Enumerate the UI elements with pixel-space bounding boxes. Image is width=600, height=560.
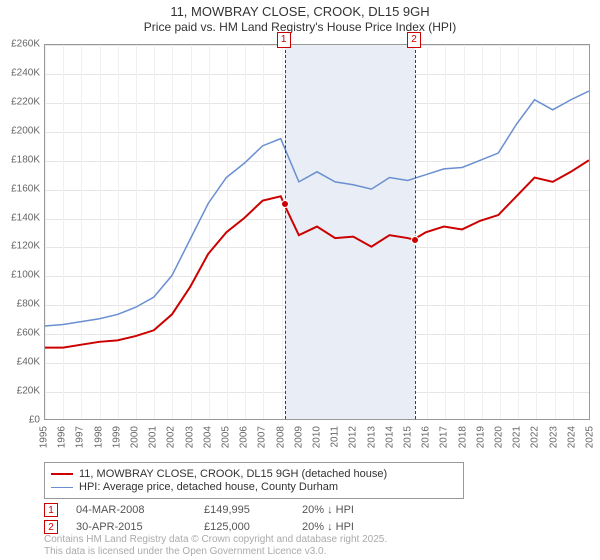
chart-container: 11, MOWBRAY CLOSE, CROOK, DL15 9GH Price… [0, 0, 600, 560]
legend-label: HPI: Average price, detached house, Coun… [79, 481, 338, 493]
sale-date: 30-APR-2015 [76, 521, 186, 533]
sale-price: £149,995 [204, 504, 284, 516]
legend-swatch-red [51, 473, 73, 475]
footnote-line: This data is licensed under the Open Gov… [44, 546, 387, 558]
sale-date: 04-MAR-2008 [76, 504, 186, 516]
sale-dot [281, 200, 289, 208]
legend-label: 11, MOWBRAY CLOSE, CROOK, DL15 9GH (deta… [79, 468, 387, 480]
marker-label: 2 [407, 32, 421, 48]
sale-index-box: 1 [44, 503, 58, 517]
sale-row: 1 04-MAR-2008 £149,995 20% ↓ HPI [44, 503, 590, 517]
y-axis-labels: £0£20K£40K£60K£80K£100K£120K£140K£160K£1… [0, 44, 42, 420]
sale-row: 2 30-APR-2015 £125,000 20% ↓ HPI [44, 520, 590, 534]
sale-dot [411, 236, 419, 244]
plot-area [44, 44, 590, 420]
legend-item-price-paid: 11, MOWBRAY CLOSE, CROOK, DL15 9GH (deta… [51, 468, 457, 480]
legend-swatch-blue [51, 487, 73, 488]
legend: 11, MOWBRAY CLOSE, CROOK, DL15 9GH (deta… [44, 462, 464, 499]
legend-item-hpi: HPI: Average price, detached house, Coun… [51, 481, 457, 493]
footnote: Contains HM Land Registry data © Crown c… [44, 534, 387, 558]
marker-label: 1 [277, 32, 291, 48]
footnote-line: Contains HM Land Registry data © Crown c… [44, 534, 387, 546]
chart-title: 11, MOWBRAY CLOSE, CROOK, DL15 9GH [0, 0, 600, 20]
sale-diff: 20% ↓ HPI [302, 504, 392, 516]
sale-price: £125,000 [204, 521, 284, 533]
line-series [45, 45, 589, 420]
sale-diff: 20% ↓ HPI [302, 521, 392, 533]
sales-table: 1 04-MAR-2008 £149,995 20% ↓ HPI 2 30-AP… [44, 500, 590, 534]
sale-index-box: 2 [44, 520, 58, 534]
chart-subtitle: Price paid vs. HM Land Registry's House … [0, 20, 600, 34]
